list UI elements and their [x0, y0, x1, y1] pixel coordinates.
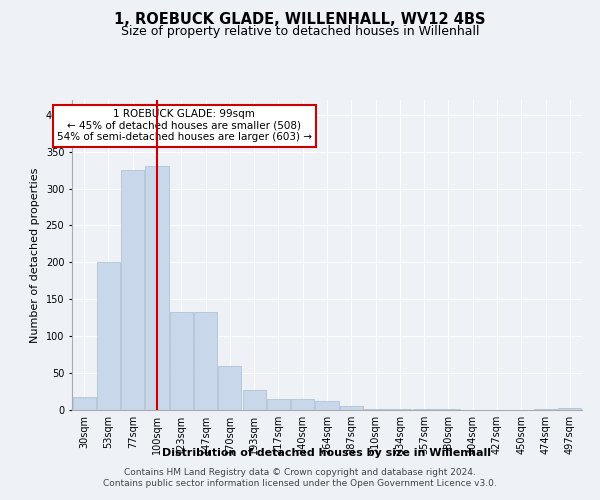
Bar	[73, 396, 95, 410]
Text: 1, ROEBUCK GLADE, WILLENHALL, WV12 4BS: 1, ROEBUCK GLADE, WILLENHALL, WV12 4BS	[114, 12, 486, 28]
Bar	[364, 408, 387, 410]
Text: Size of property relative to detached houses in Willenhall: Size of property relative to detached ho…	[121, 25, 479, 38]
Bar	[145, 166, 169, 410]
Bar	[316, 401, 338, 410]
Bar	[534, 408, 557, 410]
Bar	[194, 312, 217, 410]
Bar	[559, 408, 581, 410]
Text: 1 ROEBUCK GLADE: 99sqm
← 45% of detached houses are smaller (508)
54% of semi-de: 1 ROEBUCK GLADE: 99sqm ← 45% of detached…	[56, 110, 312, 142]
Bar	[340, 406, 363, 410]
Bar	[218, 366, 241, 410]
Bar	[121, 170, 144, 410]
Bar	[267, 399, 290, 410]
Bar	[242, 390, 266, 410]
Bar	[97, 262, 120, 410]
Y-axis label: Number of detached properties: Number of detached properties	[30, 168, 40, 342]
Text: Contains HM Land Registry data © Crown copyright and database right 2024.
Contai: Contains HM Land Registry data © Crown c…	[103, 468, 497, 487]
Bar	[291, 399, 314, 410]
Text: Distribution of detached houses by size in Willenhall: Distribution of detached houses by size …	[163, 448, 491, 458]
Bar	[170, 312, 193, 410]
